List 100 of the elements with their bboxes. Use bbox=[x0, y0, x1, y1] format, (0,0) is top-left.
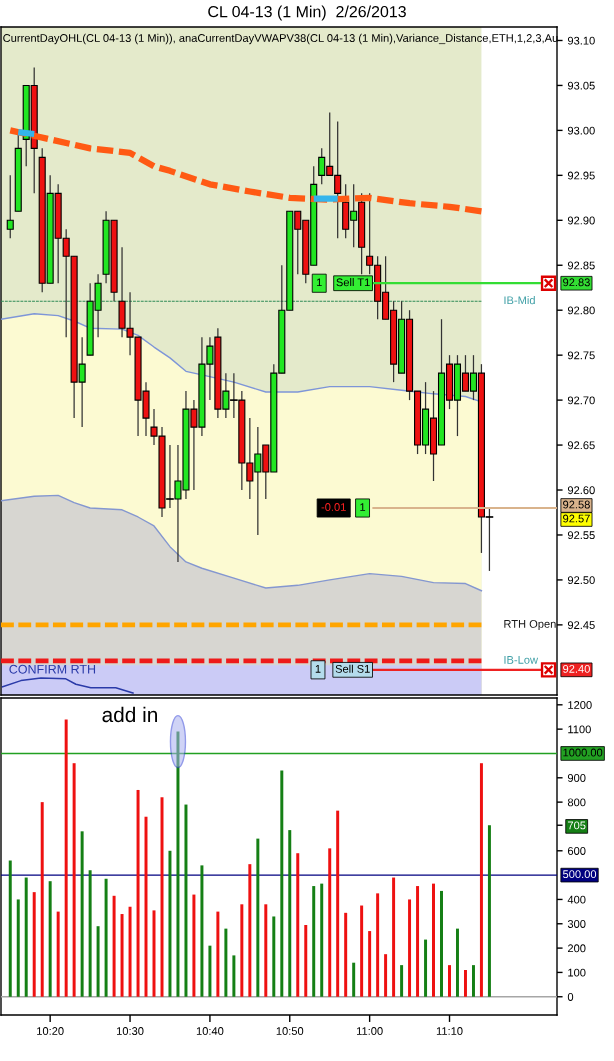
y-tick-label: 92.75 bbox=[567, 351, 595, 360]
bar bbox=[392, 877, 396, 997]
x-tick-label: 10:50 bbox=[276, 1027, 304, 1035]
annotation: CONFIRM RTH bbox=[9, 664, 96, 674]
bar bbox=[312, 886, 316, 997]
bar bbox=[16, 899, 20, 997]
bar bbox=[48, 881, 52, 997]
bar bbox=[360, 905, 364, 997]
bar bbox=[256, 838, 260, 997]
bar bbox=[216, 911, 220, 997]
bar bbox=[32, 892, 36, 997]
ref-line-label: IB-Mid bbox=[504, 296, 535, 305]
bar bbox=[264, 904, 268, 997]
y-tick-label: 0 bbox=[567, 993, 574, 1001]
series-label: Sell T1 bbox=[336, 278, 370, 287]
y-tick-label: 92.55 bbox=[567, 531, 595, 540]
bar bbox=[176, 731, 180, 997]
bar bbox=[288, 830, 292, 997]
candlestick bbox=[6, 174, 14, 239]
bar bbox=[8, 860, 12, 997]
annotation: 1 bbox=[316, 278, 322, 287]
y-tick-label: 92.70 bbox=[567, 396, 595, 405]
y-tick-label: 705 bbox=[567, 821, 586, 830]
y-tick-label: 92.45 bbox=[567, 621, 595, 630]
bar bbox=[487, 825, 491, 997]
bar bbox=[455, 928, 459, 997]
data-label: 92.58 bbox=[563, 500, 590, 509]
bar bbox=[248, 864, 252, 997]
bar bbox=[344, 912, 348, 997]
y-tick-label: 100 bbox=[568, 968, 586, 977]
bar bbox=[408, 899, 412, 997]
bar bbox=[432, 883, 436, 997]
bar bbox=[208, 945, 212, 997]
bar bbox=[320, 883, 324, 997]
line-series bbox=[1, 677, 135, 694]
bar bbox=[136, 789, 140, 997]
y-tick-label: 600 bbox=[567, 847, 586, 855]
bar bbox=[224, 928, 228, 997]
bar bbox=[72, 763, 76, 997]
y-tick-label: 200 bbox=[567, 944, 586, 953]
y-tick-label: 92.50 bbox=[567, 576, 595, 585]
annotation: 1 bbox=[315, 665, 321, 673]
y-tick-label: 93.05 bbox=[567, 81, 595, 90]
bar bbox=[128, 906, 132, 997]
bar bbox=[304, 924, 308, 997]
bar bbox=[56, 911, 60, 997]
bar bbox=[280, 770, 284, 997]
series-label: Sell S1 bbox=[335, 664, 370, 673]
bar bbox=[328, 848, 332, 997]
bar bbox=[416, 886, 420, 997]
y-tick-label: 1200 bbox=[568, 701, 592, 709]
y-tick-label: 92.85 bbox=[567, 261, 595, 270]
data-label: 92.40 bbox=[563, 664, 590, 673]
y-tick-label: 900 bbox=[567, 774, 586, 782]
bar bbox=[104, 878, 108, 997]
bar bbox=[200, 865, 204, 997]
bar bbox=[192, 894, 196, 997]
y-tick-label: 1100 bbox=[568, 725, 591, 734]
y-tick-label: 92.95 bbox=[567, 171, 595, 180]
ref-line-label: IB-Low bbox=[504, 656, 539, 664]
bar bbox=[40, 802, 44, 997]
y-tick-label: 92.90 bbox=[567, 216, 595, 225]
annotation: 1 bbox=[360, 503, 366, 511]
bar bbox=[352, 962, 356, 997]
x-tick-label: 10:40 bbox=[196, 1027, 224, 1035]
y-tick-label: 93.10 bbox=[567, 36, 595, 45]
bar bbox=[448, 965, 452, 997]
bar bbox=[368, 931, 372, 997]
bar bbox=[24, 877, 28, 997]
bar bbox=[376, 893, 380, 997]
bar bbox=[232, 955, 236, 997]
bar bbox=[384, 954, 388, 997]
y-tick-label: 92.60 bbox=[567, 486, 595, 495]
chart-title: CL 04-13 (1 Min) 2/26/2013 bbox=[208, 5, 406, 21]
bar bbox=[168, 850, 172, 997]
bar bbox=[400, 965, 404, 997]
annotation: -0.01 bbox=[321, 503, 346, 511]
y-tick-label: 400 bbox=[567, 895, 586, 904]
bar bbox=[88, 870, 92, 997]
bar bbox=[424, 939, 428, 997]
ref-line-label: RTH Open bbox=[504, 619, 556, 631]
x-tick-label: 11:00 bbox=[356, 1027, 383, 1035]
x-tick-label: 10:20 bbox=[37, 1027, 64, 1035]
ref-line-label: 500.00 bbox=[563, 870, 597, 879]
bar bbox=[471, 965, 475, 997]
y-tick-label: 92.80 bbox=[567, 306, 595, 315]
bar bbox=[296, 853, 300, 997]
bar bbox=[184, 804, 188, 997]
data-label: 92.83 bbox=[563, 278, 590, 287]
bar bbox=[240, 904, 244, 997]
bar bbox=[479, 763, 483, 997]
y-tick-label: 93.00 bbox=[567, 126, 595, 135]
bar bbox=[64, 719, 68, 997]
x-tick-label: 11:10 bbox=[436, 1027, 463, 1035]
bar bbox=[463, 969, 467, 997]
bar bbox=[112, 895, 116, 997]
bar bbox=[336, 810, 340, 997]
bar bbox=[440, 890, 444, 997]
bar bbox=[96, 926, 100, 997]
y-tick-label: 300 bbox=[567, 920, 586, 928]
